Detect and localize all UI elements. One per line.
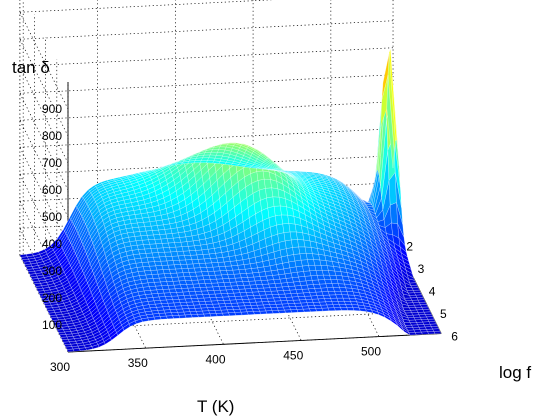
z-tick-label: 800 (42, 129, 62, 143)
surface-patch (386, 75, 395, 169)
y-axis-label: log f (499, 363, 531, 382)
gridline (19, 74, 394, 94)
z-tick-label: 600 (42, 183, 62, 197)
gridline (19, 93, 69, 191)
z-tick-label: 400 (42, 237, 62, 251)
x-axis-line (67, 333, 442, 353)
gridline (19, 20, 394, 40)
x-tick-label: 450 (283, 348, 303, 362)
x-tick-label: 500 (361, 345, 381, 359)
z-axis-label: tan δ (12, 58, 50, 77)
x-tick-label: 300 (50, 360, 70, 374)
gridline (19, 174, 69, 272)
y-tick-label: 2 (406, 240, 413, 254)
gridline (19, 0, 275, 13)
y-tick-label: 3 (418, 262, 425, 276)
gridline (19, 39, 69, 137)
gridline (19, 120, 69, 218)
gridline (19, 47, 394, 67)
gridline (19, 147, 69, 245)
gridline (19, 66, 69, 164)
gridline (56, 310, 431, 330)
y-tick-label: 6 (451, 330, 458, 344)
x-axis-label: T (K) (197, 397, 234, 416)
gridline (19, 12, 69, 110)
z-tick-label: 100 (42, 318, 62, 332)
gridline (19, 128, 394, 148)
x-tick-label: 350 (128, 356, 148, 370)
x-tick-label: 400 (205, 352, 225, 366)
z-tick-label: 700 (42, 156, 62, 170)
z-tick-label: 200 (42, 291, 62, 305)
tick-labels: 100 200 300 400 500 600 700 800 900 300 350 400 450 5… (42, 102, 458, 374)
surface-mesh (19, 48, 442, 353)
y-tick-label: 5 (440, 307, 447, 321)
y-tick-label: 4 (429, 285, 436, 299)
gridline (19, 101, 394, 121)
z-tick-label: 300 (42, 264, 62, 278)
z-tick-label: 500 (42, 210, 62, 224)
z-tick-label: 900 (42, 102, 62, 116)
